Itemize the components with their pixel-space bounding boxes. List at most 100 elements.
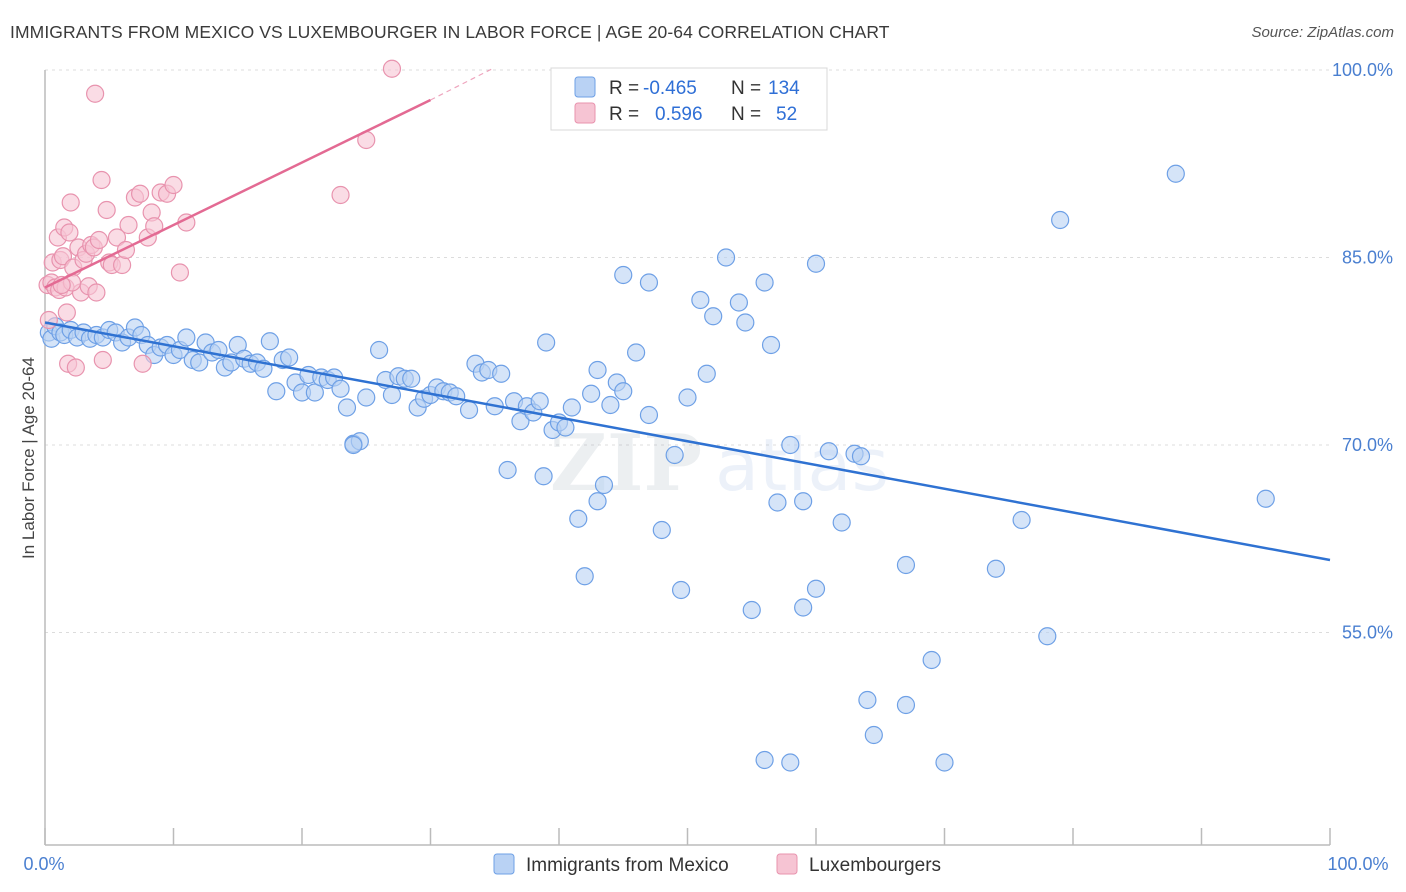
- data-point: [498, 460, 517, 480]
- data-point: [337, 398, 357, 417]
- data-point: [66, 358, 85, 377]
- data-point: [331, 185, 350, 205]
- data-point: [601, 395, 620, 415]
- legend-n-value-1: 52: [776, 104, 797, 125]
- legend-r-label-0: R =: [609, 78, 639, 99]
- data-point: [331, 379, 350, 398]
- data-point: [107, 228, 127, 247]
- data-point: [678, 388, 697, 407]
- series-immigrants-from-mexico: [39, 164, 1275, 772]
- data-point: [93, 350, 112, 370]
- data-point: [530, 392, 549, 411]
- data-point: [133, 354, 152, 373]
- data-point: [639, 405, 659, 425]
- data-point: [626, 343, 646, 362]
- data-point: [896, 695, 916, 715]
- data-point: [794, 598, 813, 617]
- data-point: [755, 750, 774, 770]
- legend-n-label-0: N =: [731, 78, 761, 99]
- y-tick-label: 55.0%: [1342, 623, 1393, 643]
- data-point: [935, 753, 954, 772]
- data-point: [305, 383, 324, 402]
- legend-n-label-1: N =: [731, 104, 761, 125]
- data-point: [704, 307, 723, 326]
- chart-title: IMMIGRANTS FROM MEXICO VS LUXEMBOURGER I…: [10, 22, 890, 42]
- y-tick-labels: 55.0% 70.0% 85.0% 100.0%: [1332, 60, 1393, 643]
- data-point: [537, 333, 556, 352]
- data-point: [556, 418, 575, 437]
- bottom-legend: Immigrants from Mexico Luxembourgers: [493, 853, 941, 876]
- data-point: [511, 412, 530, 431]
- data-point: [382, 59, 402, 78]
- data-point: [896, 555, 916, 575]
- data-point: [691, 290, 710, 310]
- data-point: [864, 725, 883, 745]
- data-point: [639, 273, 659, 292]
- data-point: [569, 509, 588, 528]
- bottom-legend-swatch-luxembourgers: [776, 853, 798, 875]
- data-point: [344, 435, 363, 455]
- trend-line-extension: [430, 66, 496, 101]
- data-point: [492, 364, 511, 383]
- data-point: [768, 493, 787, 512]
- data-point: [112, 255, 132, 275]
- data-point: [588, 492, 607, 511]
- data-point: [402, 369, 421, 388]
- data-point: [588, 360, 607, 380]
- data-point: [761, 335, 781, 355]
- data-point: [614, 382, 633, 401]
- data-point: [89, 230, 109, 250]
- data-point: [1012, 510, 1031, 530]
- source-label: Source: ZipAtlas.com: [1251, 24, 1394, 41]
- data-point: [729, 293, 749, 312]
- trend-line: [44, 98, 432, 289]
- legend-swatch-luxembourgers: [574, 102, 596, 124]
- bottom-legend-swatch-mexico: [493, 853, 515, 875]
- data-point: [86, 84, 105, 103]
- data-point: [267, 382, 286, 401]
- y-tick-label: 70.0%: [1342, 435, 1393, 455]
- data-point: [459, 400, 479, 420]
- data-point: [582, 384, 601, 403]
- data-point: [370, 340, 389, 360]
- x-ticks: [44, 828, 1331, 845]
- data-point: [851, 447, 871, 466]
- legend-swatch-mexico: [574, 76, 596, 98]
- data-point: [382, 385, 402, 405]
- data-point: [736, 313, 755, 332]
- data-point: [1256, 489, 1275, 508]
- data-point: [665, 445, 684, 465]
- data-point: [794, 492, 813, 511]
- data-point: [858, 690, 877, 710]
- data-point: [716, 248, 736, 267]
- legend-r-value-0: -0.465: [643, 78, 697, 99]
- data-point: [92, 170, 111, 190]
- data-point: [1166, 164, 1185, 183]
- data-point: [534, 467, 553, 486]
- data-point: [39, 310, 58, 330]
- data-point: [260, 332, 279, 351]
- data-point: [755, 273, 774, 292]
- data-point: [53, 247, 73, 266]
- data-point: [61, 193, 80, 212]
- bottom-legend-label-luxembourgers: Luxembourgers: [809, 855, 941, 876]
- y-tick-label: 100.0%: [1332, 60, 1393, 80]
- data-point: [119, 215, 138, 235]
- data-point: [922, 650, 941, 670]
- data-point: [1038, 627, 1057, 646]
- data-point: [819, 442, 838, 461]
- data-point: [594, 475, 614, 495]
- data-point: [832, 513, 851, 532]
- data-point: [280, 348, 299, 367]
- data-point: [781, 753, 800, 772]
- data-point: [190, 353, 209, 372]
- legend-n-value-0: 134: [768, 78, 800, 99]
- legend-r-label-1: R =: [609, 104, 639, 125]
- data-point: [806, 254, 826, 273]
- legend-r-value-1: 0.596: [655, 104, 703, 125]
- data-point: [781, 435, 800, 455]
- data-point: [170, 263, 190, 282]
- data-point: [742, 600, 761, 620]
- data-point: [60, 223, 79, 242]
